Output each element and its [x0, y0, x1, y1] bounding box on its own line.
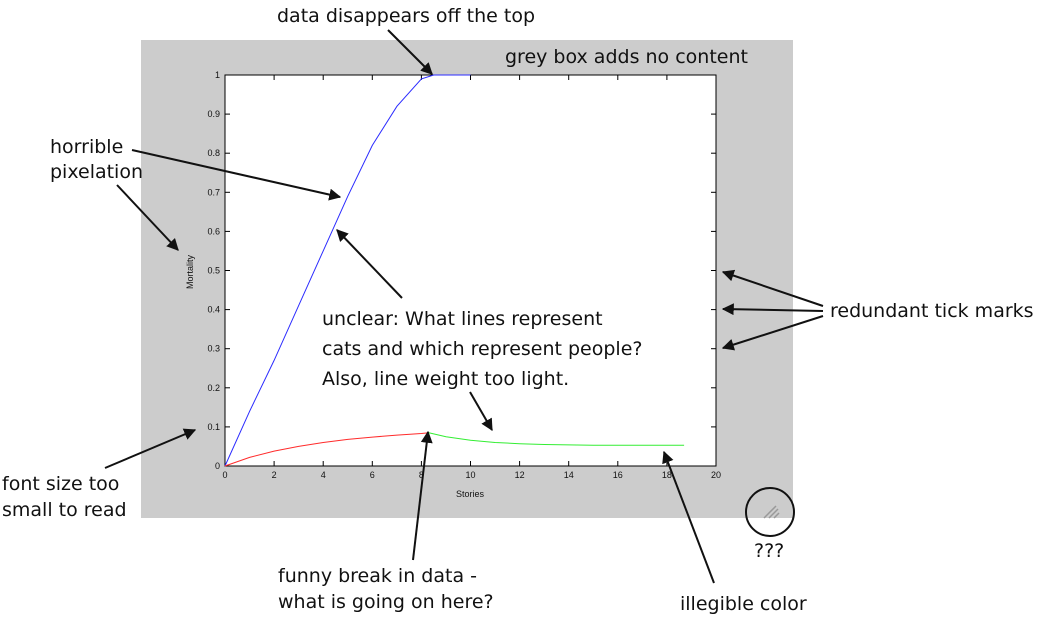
x-tick-label-2: 4 — [321, 470, 326, 480]
x-tick-label-6: 12 — [515, 470, 525, 480]
axis-tick-labels: 0 2 4 6 8 10 12 14 16 18 20 0 0.1 0.2 0.3 0.4 0.5 0.6 0.7 0… — [207, 70, 721, 480]
y-tick-label-5: 0.5 — [207, 266, 220, 276]
x-tick-label-1: 2 — [272, 470, 277, 480]
annotation-color: illegible color — [680, 593, 807, 615]
x-tick-label-4: 8 — [419, 470, 424, 480]
arrow-break — [412, 430, 433, 561]
annotation-arrows — [104, 29, 824, 584]
y-tick-label-9: 0.9 — [207, 109, 220, 119]
y-tick-label-0: 0 — [215, 461, 220, 471]
arrow-top — [387, 29, 433, 75]
x-tick-label-8: 16 — [613, 470, 623, 480]
annotation-top: data disappears off the top — [277, 5, 535, 27]
arrow-pixelation-line — [131, 149, 342, 201]
y-tick-label-7: 0.7 — [207, 187, 220, 197]
arrow-redundant-1 — [721, 269, 824, 307]
annotation-grey-box: grey box adds no content — [505, 46, 748, 68]
x-tick-label-10: 20 — [711, 470, 721, 480]
arrow-unclear — [336, 229, 403, 299]
annotation-break-1: funny break in data - — [278, 565, 477, 587]
axis-ticks — [224, 74, 717, 467]
x-tick-label-0: 0 — [222, 470, 227, 480]
y-tick-label-6: 0.6 — [207, 226, 220, 236]
y-tick-label-8: 0.8 — [207, 148, 220, 158]
annotation-pixelation-2: pixelation — [50, 161, 143, 183]
arrow-pixelation-axis — [116, 184, 179, 251]
plot-area — [224, 74, 717, 467]
x-tick-label-9: 18 — [662, 470, 672, 480]
question-circle — [745, 487, 795, 537]
arrow-color — [662, 450, 715, 584]
annotation-redundant: redundant tick marks — [830, 300, 1034, 322]
series-line-0 — [224, 74, 471, 467]
y-axis-label: Mortality — [185, 255, 195, 290]
annotation-pixelation-1: horrible — [50, 136, 123, 158]
annotation-question: ??? — [754, 540, 784, 562]
annotation-unclear-3: Also, line weight too light. — [322, 368, 569, 390]
x-tick-label-3: 6 — [370, 470, 375, 480]
series-line-2 — [428, 432, 685, 446]
annotation-unclear-1: unclear: What lines represent — [322, 308, 603, 330]
x-tick-label-7: 14 — [564, 470, 574, 480]
arrow-redundant-3 — [721, 315, 824, 351]
series-line-1 — [224, 432, 429, 467]
annotation-break-2: what is going on here? — [278, 591, 494, 613]
y-tick-label-2: 0.2 — [207, 383, 220, 393]
y-tick-label-3: 0.3 — [207, 344, 220, 354]
annotation-font-1: font size too — [2, 473, 119, 495]
annotation-font-2: small to read — [2, 499, 127, 521]
arrow-lineweight — [469, 391, 493, 432]
data-lines — [224, 74, 685, 467]
arrow-font — [104, 428, 197, 469]
arrow-redundant-2 — [721, 303, 824, 316]
annotation-unclear-2: cats and which represent people? — [322, 338, 643, 360]
x-axis-label: Stories — [456, 489, 485, 499]
y-tick-label-4: 0.4 — [207, 305, 220, 315]
y-tick-label-10: 1 — [215, 70, 220, 80]
resize-grip-icon — [763, 505, 780, 519]
x-tick-label-5: 10 — [465, 470, 475, 480]
y-tick-label-1: 0.1 — [207, 422, 220, 432]
